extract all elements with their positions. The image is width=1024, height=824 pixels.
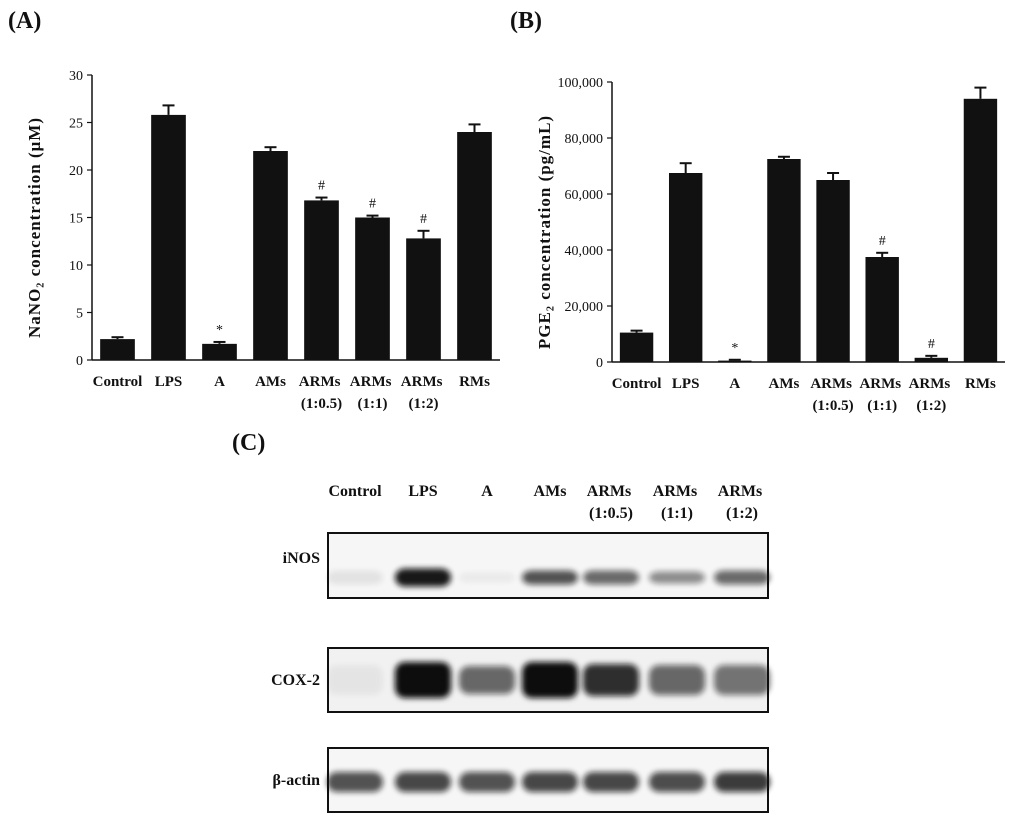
blot-band (714, 772, 770, 792)
x-tick-label: AMs (255, 374, 286, 390)
y-tick-label: 5 (76, 307, 83, 322)
annotation: # (928, 337, 935, 352)
lane-label: ARMs (1:0.5) (587, 483, 635, 522)
annotation: # (879, 234, 886, 249)
bar (355, 217, 390, 360)
x-tick-label: ARMs (1:0.5) (810, 376, 855, 414)
blot-band (459, 572, 515, 583)
bar (457, 132, 492, 360)
panel-label: (C) (232, 430, 265, 456)
row-label: β-actin (272, 772, 320, 789)
y-tick-label: 0 (76, 354, 83, 369)
blot-band (327, 570, 383, 585)
y-tick-label: 10 (69, 259, 83, 274)
bar (253, 151, 288, 360)
bar (816, 180, 850, 362)
bar (865, 257, 899, 362)
x-tick-label: A (214, 374, 225, 390)
x-tick-label: ARMs (1:1) (859, 376, 904, 414)
blot-band (327, 772, 383, 792)
x-tick-label: LPS (672, 376, 700, 392)
blot-band (327, 665, 383, 695)
blot-band (395, 568, 451, 587)
x-tick-label: AMs (769, 376, 800, 392)
blot-band (522, 772, 578, 792)
blot-band (649, 665, 705, 695)
lane-label: ARMs (1:2) (718, 483, 766, 522)
bar (406, 238, 441, 360)
bar (963, 98, 998, 363)
lane-label: AMs (534, 483, 567, 500)
x-tick-label: ARMs (1:2) (401, 374, 446, 412)
blot-band (714, 665, 770, 695)
row-label: COX-2 (271, 672, 320, 689)
x-tick-label: A (729, 376, 740, 392)
y-tick-label: 30 (69, 69, 83, 84)
annotation: # (318, 179, 325, 194)
blot-band (459, 666, 515, 694)
bar (304, 200, 339, 360)
y-tick-label: 20,000 (565, 300, 604, 315)
panel-label: (B) (510, 8, 542, 34)
blot-band (395, 772, 451, 792)
blot-frame (327, 532, 769, 599)
x-tick-label: RMs (459, 374, 490, 390)
lane-label: LPS (408, 483, 437, 500)
bar (718, 360, 752, 362)
blot-band (522, 662, 578, 698)
bar (914, 357, 949, 362)
y-tick-label: 40,000 (565, 244, 604, 259)
bar (202, 343, 237, 360)
bar (100, 339, 135, 360)
y-axis-label: PGE₂ concentration (pg/mL) (535, 115, 554, 349)
blot-band (395, 662, 451, 698)
lane-label: ARMs (1:1) (653, 483, 701, 522)
blot-band (649, 571, 705, 584)
x-tick-label: LPS (155, 374, 183, 390)
x-tick-label: ARMs (1:2) (909, 376, 954, 414)
x-tick-label: ARMs (1:1) (350, 374, 395, 412)
annotation: * (731, 341, 738, 356)
y-tick-label: 80,000 (565, 132, 604, 147)
lane-label: Control (328, 483, 382, 500)
annotation: * (216, 323, 223, 338)
lane-label: A (481, 483, 493, 500)
blot-band (583, 570, 639, 585)
bar (151, 114, 186, 361)
y-axis-label: NaNO₂ concentration (μM) (25, 117, 44, 338)
annotation: # (369, 197, 376, 212)
bar (767, 159, 801, 362)
y-tick-label: 25 (69, 117, 83, 132)
annotation: # (420, 212, 427, 227)
x-tick-label: RMs (965, 376, 996, 392)
y-tick-label: 20 (69, 164, 83, 179)
blot-band (583, 664, 639, 696)
x-tick-label: Control (612, 376, 662, 392)
x-tick-label: ARMs (1:0.5) (299, 374, 344, 412)
y-tick-label: 0 (596, 356, 603, 371)
blot-band (522, 570, 578, 585)
row-label: iNOS (283, 550, 320, 567)
y-tick-label: 15 (69, 212, 83, 227)
x-tick-label: Control (93, 374, 143, 390)
bar (619, 332, 654, 362)
y-tick-label: 60,000 (565, 188, 604, 203)
y-tick-label: 100,000 (558, 76, 604, 91)
panel-label: (A) (8, 8, 41, 34)
blot-band (583, 772, 639, 792)
bar (668, 173, 703, 362)
blot-band (714, 570, 770, 585)
blot-band (459, 772, 515, 792)
blot-band (649, 772, 705, 792)
